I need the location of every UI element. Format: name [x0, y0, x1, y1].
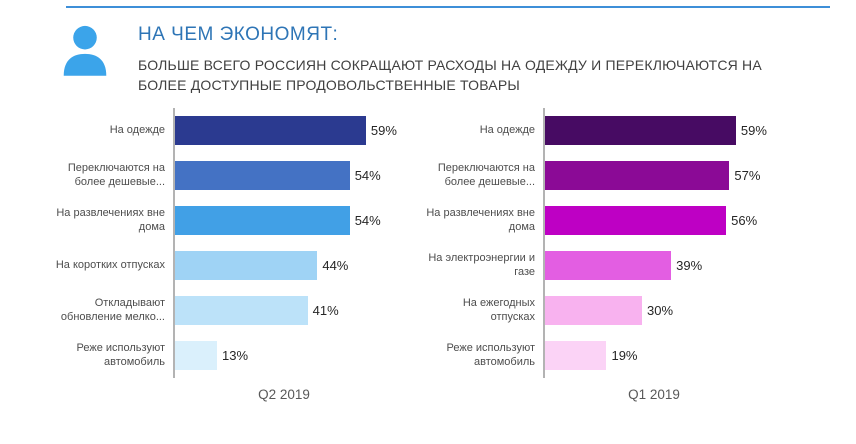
- chart-q1-2019: На одежде 59% Переключаются на более дешев…: [425, 107, 767, 402]
- bar: [545, 160, 730, 190]
- bar-row: Откладывают обновление мелко... 41%: [55, 287, 395, 333]
- category-label: На развлечениях вне дома: [426, 206, 535, 234]
- category-label: Откладывают обновление мелко...: [60, 296, 165, 324]
- bar-zone: 13%: [173, 332, 395, 378]
- value-label: 59%: [740, 122, 767, 138]
- value-label: 59%: [370, 122, 397, 138]
- page-subtitle: БОЛЬШЕ ВСЕГО РОССИЯН СОКРАЩАЮТ РАСХОДЫ Н…: [138, 57, 762, 94]
- chart-q2-2019: На одежде 59% Переключаются на более дешев…: [55, 107, 397, 402]
- x-axis-label: Q2 2019: [258, 386, 310, 402]
- value-label: 39%: [676, 257, 703, 273]
- bar: [175, 160, 350, 190]
- person-avatar-icon: [58, 22, 112, 78]
- category-label: На электроэнергии и газе: [428, 251, 535, 279]
- bar-zone: 30%: [543, 287, 765, 333]
- value-label: 41%: [312, 302, 339, 318]
- bar-zone: 56%: [543, 197, 765, 243]
- value-label: 44%: [322, 257, 349, 273]
- bar-row: На электроэнергии и газе 39%: [425, 242, 765, 288]
- category-label: Реже используют автомобиль: [446, 341, 535, 369]
- bar: [545, 295, 643, 325]
- bar-row: Реже используют автомобиль 13%: [55, 332, 395, 378]
- bar-row: На одежде 59%: [425, 107, 767, 153]
- value-label: 54%: [354, 167, 381, 183]
- bar-row: На развлечениях вне дома 54%: [55, 197, 395, 243]
- page-title: НА ЧЕМ ЭКОНОМЯТ:: [138, 24, 339, 45]
- category-label: На развлечениях вне дома: [56, 206, 165, 234]
- bar: [545, 250, 672, 280]
- value-label: 54%: [354, 212, 381, 228]
- value-label: 19%: [611, 347, 638, 363]
- bar: [175, 205, 350, 235]
- bar-zone: 41%: [173, 287, 395, 333]
- bar: [545, 340, 607, 370]
- category-label: Реже используют автомобиль: [76, 341, 165, 369]
- bar: [175, 295, 308, 325]
- value-label: 57%: [734, 167, 761, 183]
- x-axis-label: Q1 2019: [628, 386, 680, 402]
- header-text: НА ЧЕМ ЭКОНОМЯТ: БОЛЬШЕ ВСЕГО РОССИЯН СО…: [138, 22, 763, 96]
- bar-zone: 54%: [173, 197, 395, 243]
- category-label: Переключаются на более дешевые...: [67, 161, 165, 189]
- bar-rows: На одежде 59% Переключаются на более дешев…: [55, 107, 397, 378]
- charts-area: На одежде 59% Переключаются на более дешев…: [0, 107, 856, 402]
- value-label: 56%: [731, 212, 758, 228]
- bar: [545, 115, 736, 145]
- category-label: На ежегодных отпусках: [462, 296, 535, 324]
- bar-zone: 39%: [543, 242, 765, 288]
- category-label: На одежде: [479, 123, 535, 136]
- bar: [175, 250, 318, 280]
- bar-rows: На одежде 59% Переключаются на более дешев…: [425, 107, 767, 378]
- bar-zone: 44%: [173, 242, 395, 288]
- bar-zone: 59%: [543, 107, 767, 153]
- bar: [175, 340, 218, 370]
- bar-zone: 59%: [173, 107, 397, 153]
- bar-row: На ежегодных отпусках 30%: [425, 287, 765, 333]
- bar-row: Переключаются на более дешевые... 54%: [55, 152, 395, 198]
- top-rule: [66, 6, 830, 8]
- bar-zone: 19%: [543, 332, 765, 378]
- bar-row: Переключаются на более дешевые... 57%: [425, 152, 765, 198]
- bar-row: На развлечениях вне дома 56%: [425, 197, 765, 243]
- category-label: На одежде: [109, 123, 165, 136]
- bar: [545, 205, 727, 235]
- bar-row: На коротких отпусках 44%: [55, 242, 395, 288]
- value-label: 30%: [647, 302, 674, 318]
- bar-zone: 57%: [543, 152, 765, 198]
- value-label: 13%: [222, 347, 249, 363]
- category-label: На коротких отпусках: [55, 258, 165, 271]
- bar: [175, 115, 366, 145]
- bar-row: На одежде 59%: [55, 107, 397, 153]
- bar-row: Реже используют автомобиль 19%: [425, 332, 765, 378]
- bar-zone: 54%: [173, 152, 395, 198]
- category-label: Переключаются на более дешевые...: [437, 161, 535, 189]
- header: НА ЧЕМ ЭКОНОМЯТ: БОЛЬШЕ ВСЕГО РОССИЯН СО…: [0, 0, 856, 96]
